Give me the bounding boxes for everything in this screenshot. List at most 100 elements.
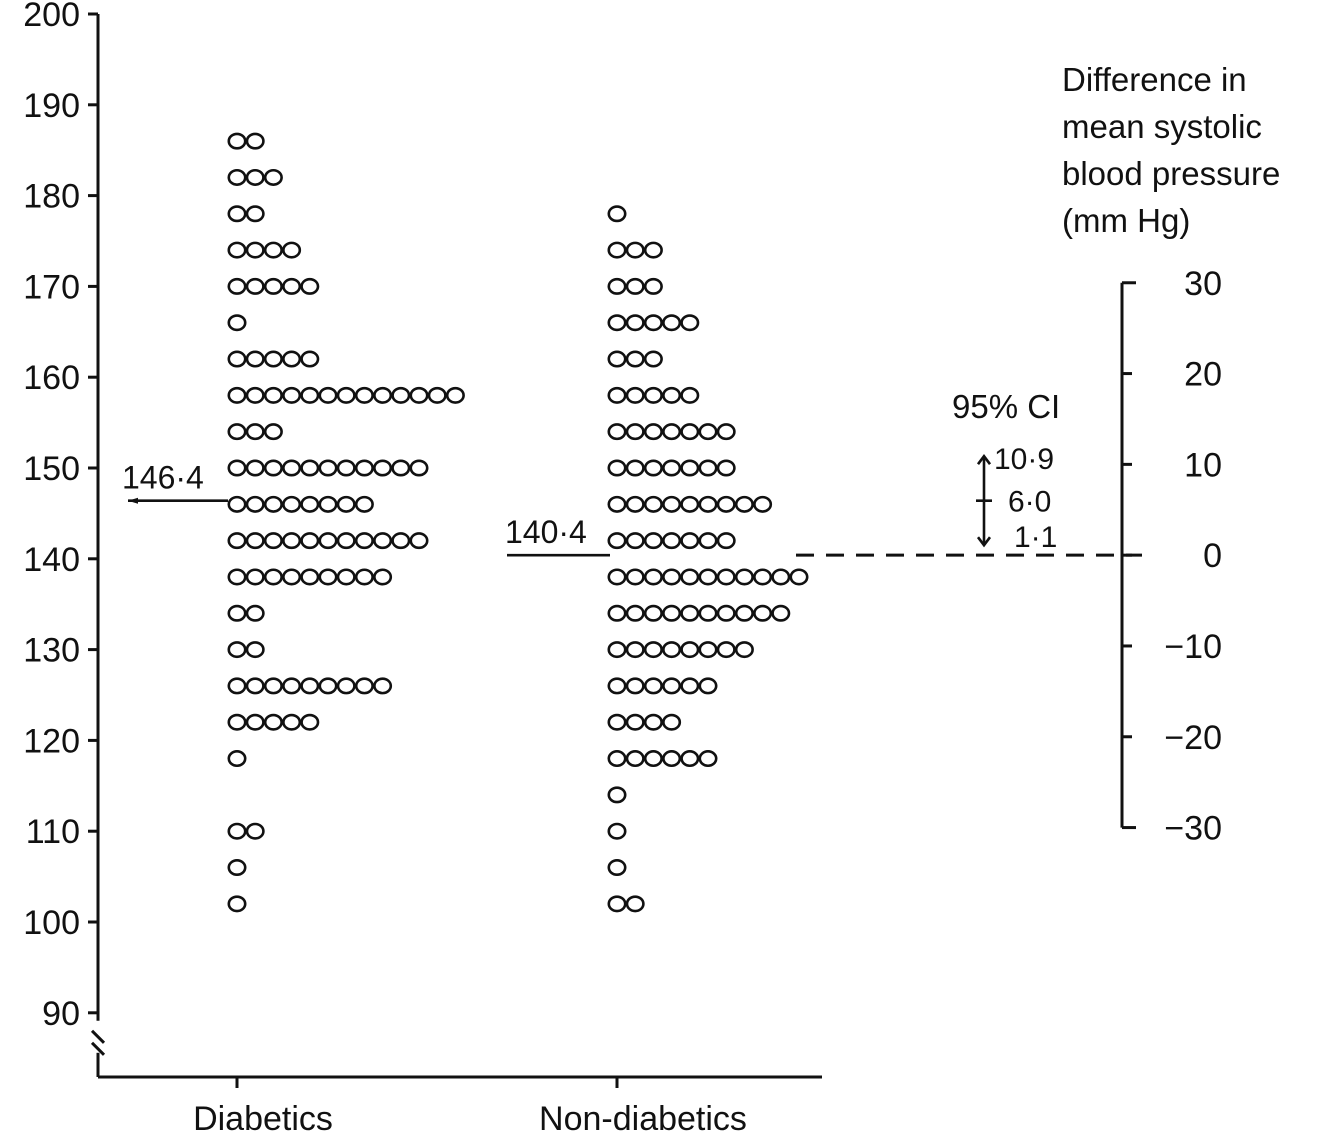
data-point bbox=[734, 568, 754, 586]
data-point bbox=[698, 750, 718, 768]
difference-axis-title: blood pressure bbox=[1062, 155, 1280, 192]
data-point bbox=[643, 277, 663, 295]
y-tick-label: 140 bbox=[23, 541, 80, 579]
data-point bbox=[300, 386, 320, 404]
data-point bbox=[680, 532, 700, 550]
data-point bbox=[625, 423, 645, 441]
data-point bbox=[282, 568, 302, 586]
data-point bbox=[373, 532, 393, 550]
data-point bbox=[680, 495, 700, 513]
mean-markers: 146·4 140·4 bbox=[122, 460, 610, 557]
ci-upper-arrow bbox=[976, 454, 992, 465]
data-point bbox=[662, 604, 682, 622]
data-point bbox=[245, 677, 265, 695]
data-point bbox=[625, 895, 645, 913]
data-point bbox=[607, 350, 627, 368]
data-point bbox=[263, 459, 283, 477]
data-point bbox=[227, 641, 247, 659]
data-point bbox=[245, 277, 265, 295]
data-point bbox=[734, 641, 754, 659]
data-point bbox=[445, 386, 465, 404]
data-point bbox=[607, 314, 627, 332]
data-point bbox=[625, 604, 645, 622]
data-point bbox=[753, 604, 773, 622]
data-point bbox=[373, 677, 393, 695]
data-point bbox=[716, 641, 736, 659]
data-point bbox=[354, 568, 374, 586]
data-point bbox=[245, 459, 265, 477]
data-point bbox=[643, 713, 663, 731]
data-point bbox=[662, 713, 682, 731]
ci-upper-label: 10·9 bbox=[994, 443, 1054, 476]
data-point bbox=[336, 386, 356, 404]
data-point bbox=[771, 604, 791, 622]
data-point bbox=[245, 568, 265, 586]
data-point bbox=[625, 386, 645, 404]
data-point bbox=[227, 713, 247, 731]
data-point bbox=[227, 423, 247, 441]
data-point bbox=[771, 568, 791, 586]
data-point bbox=[625, 277, 645, 295]
data-point bbox=[680, 459, 700, 477]
data-point bbox=[607, 750, 627, 768]
data-point bbox=[227, 677, 247, 695]
data-point bbox=[662, 423, 682, 441]
data-point bbox=[245, 350, 265, 368]
data-point bbox=[391, 532, 411, 550]
data-point bbox=[336, 495, 356, 513]
ci-title: 95% CI bbox=[952, 388, 1060, 425]
data-point bbox=[263, 532, 283, 550]
data-point bbox=[318, 677, 338, 695]
data-point bbox=[300, 459, 320, 477]
data-point bbox=[300, 568, 320, 586]
data-point bbox=[336, 568, 356, 586]
data-point bbox=[263, 568, 283, 586]
data-point bbox=[680, 423, 700, 441]
data-point bbox=[227, 241, 247, 259]
data-point bbox=[245, 495, 265, 513]
data-point bbox=[300, 713, 320, 731]
data-point bbox=[716, 532, 736, 550]
y-tick-label: 160 bbox=[23, 359, 80, 397]
data-point bbox=[643, 532, 663, 550]
data-point bbox=[354, 677, 374, 695]
data-point bbox=[698, 568, 718, 586]
data-point bbox=[245, 532, 265, 550]
data-point bbox=[263, 423, 283, 441]
difference-tick-label: −10 bbox=[1164, 628, 1222, 666]
data-point bbox=[282, 495, 302, 513]
axis-break-mark bbox=[90, 1029, 106, 1044]
mean-label: 146·4 bbox=[122, 460, 204, 496]
data-point bbox=[245, 205, 265, 223]
difference-axis-title: (mm Hg) bbox=[1062, 202, 1190, 239]
axis-break-mark bbox=[90, 1041, 106, 1056]
data-point bbox=[227, 859, 247, 877]
data-point bbox=[607, 604, 627, 622]
data-point bbox=[734, 604, 754, 622]
data-point bbox=[245, 241, 265, 259]
data-point bbox=[227, 277, 247, 295]
y-tick-label: 200 bbox=[23, 0, 80, 34]
data-point bbox=[789, 568, 809, 586]
data-point bbox=[680, 641, 700, 659]
y-tick-label: 90 bbox=[42, 995, 80, 1033]
data-point bbox=[227, 895, 247, 913]
data-point bbox=[227, 495, 247, 513]
data-point bbox=[282, 350, 302, 368]
data-point bbox=[282, 459, 302, 477]
difference-tick-label: 20 bbox=[1184, 356, 1222, 394]
data-point bbox=[662, 750, 682, 768]
ci-lower-label: 1·1 bbox=[1014, 521, 1057, 554]
data-point bbox=[263, 277, 283, 295]
data-point bbox=[680, 677, 700, 695]
data-point bbox=[282, 386, 302, 404]
data-point bbox=[716, 604, 736, 622]
mean-arrow bbox=[128, 497, 138, 504]
data-point bbox=[698, 423, 718, 441]
data-point bbox=[263, 677, 283, 695]
data-point bbox=[716, 423, 736, 441]
data-point bbox=[680, 604, 700, 622]
y-tick-label: 110 bbox=[26, 813, 80, 851]
data-point bbox=[373, 459, 393, 477]
data-point bbox=[373, 386, 393, 404]
